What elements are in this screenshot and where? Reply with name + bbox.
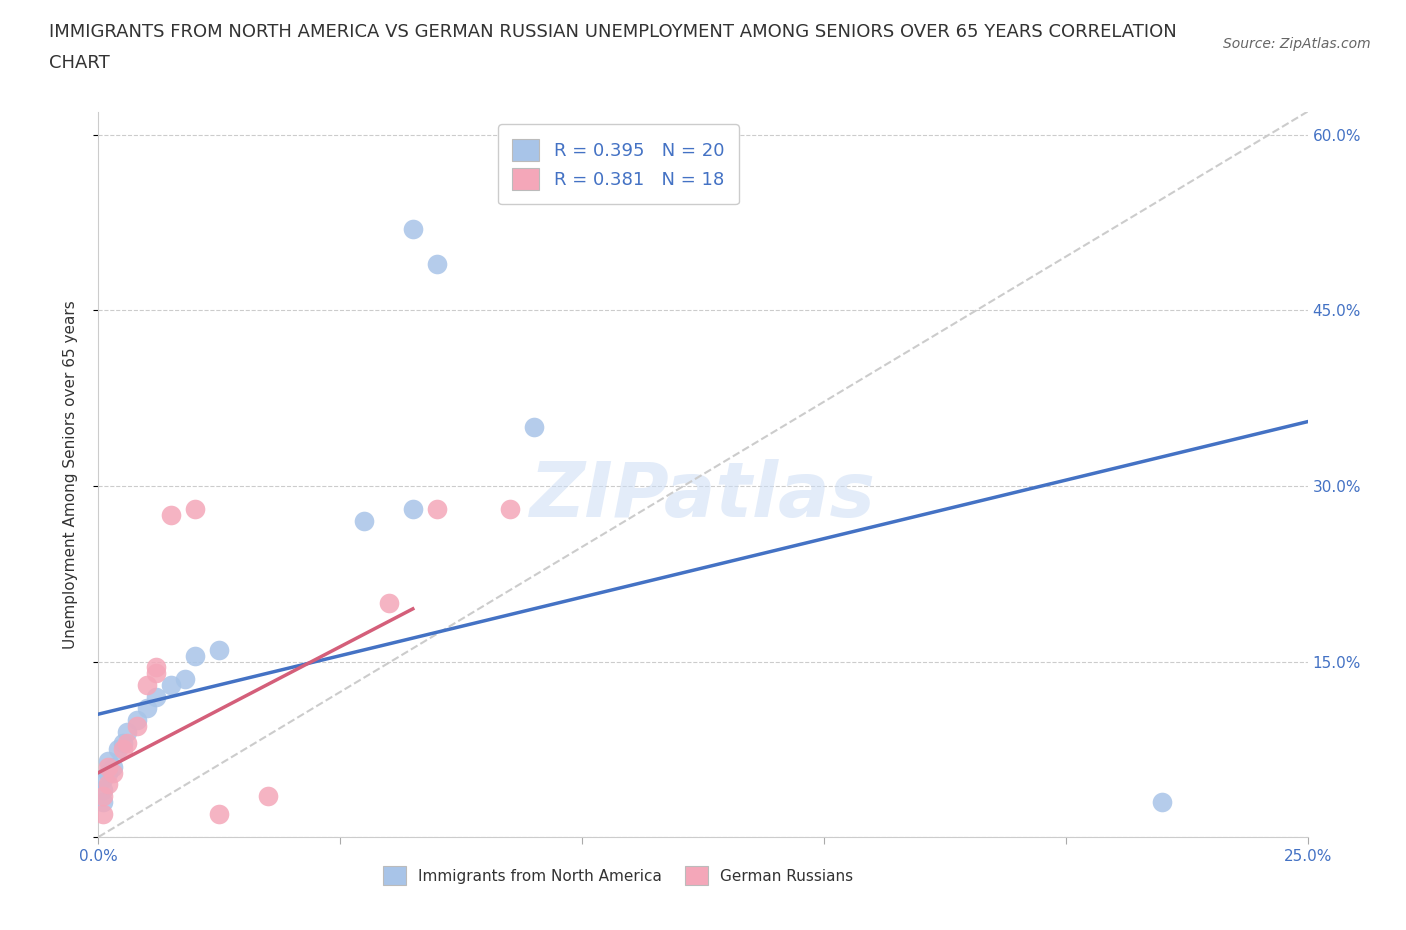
Point: [402, 221, 425, 236]
Point: [426, 502, 449, 517]
Point: [208, 643, 231, 658]
Point: [97, 753, 120, 768]
Point: [91, 789, 114, 804]
Point: [127, 718, 149, 733]
Point: [208, 806, 231, 821]
Point: [184, 502, 207, 517]
Point: [145, 689, 167, 704]
Point: [377, 595, 399, 610]
Point: [107, 742, 129, 757]
Point: [160, 677, 183, 692]
Point: [256, 789, 278, 804]
Point: [117, 724, 139, 739]
Legend: Immigrants from North America, German Russians: Immigrants from North America, German Ru…: [377, 860, 859, 891]
Point: [135, 701, 157, 716]
Point: [353, 513, 375, 528]
Point: [145, 660, 167, 675]
Point: [91, 771, 114, 786]
Point: [117, 736, 139, 751]
Point: [402, 502, 425, 517]
Point: [91, 783, 114, 798]
Point: [91, 806, 114, 821]
Point: [97, 760, 120, 775]
Point: [91, 794, 114, 809]
Point: [101, 765, 124, 780]
Text: IMMIGRANTS FROM NORTH AMERICA VS GERMAN RUSSIAN UNEMPLOYMENT AMONG SENIORS OVER : IMMIGRANTS FROM NORTH AMERICA VS GERMAN …: [49, 23, 1177, 41]
Point: [184, 648, 207, 663]
Y-axis label: Unemployment Among Seniors over 65 years: Unemployment Among Seniors over 65 years: [63, 300, 77, 649]
Point: [1152, 794, 1174, 809]
Text: ZIPatlas: ZIPatlas: [530, 459, 876, 533]
Point: [426, 257, 449, 272]
Point: [135, 677, 157, 692]
Point: [111, 736, 134, 751]
Text: CHART: CHART: [49, 54, 110, 72]
Point: [97, 777, 120, 791]
Point: [145, 666, 167, 681]
Point: [498, 502, 520, 517]
Point: [111, 742, 134, 757]
Point: [160, 508, 183, 523]
Point: [97, 765, 120, 780]
Point: [127, 712, 149, 727]
Text: Source: ZipAtlas.com: Source: ZipAtlas.com: [1223, 37, 1371, 51]
Point: [174, 671, 197, 686]
Point: [101, 760, 124, 775]
Point: [523, 420, 546, 435]
